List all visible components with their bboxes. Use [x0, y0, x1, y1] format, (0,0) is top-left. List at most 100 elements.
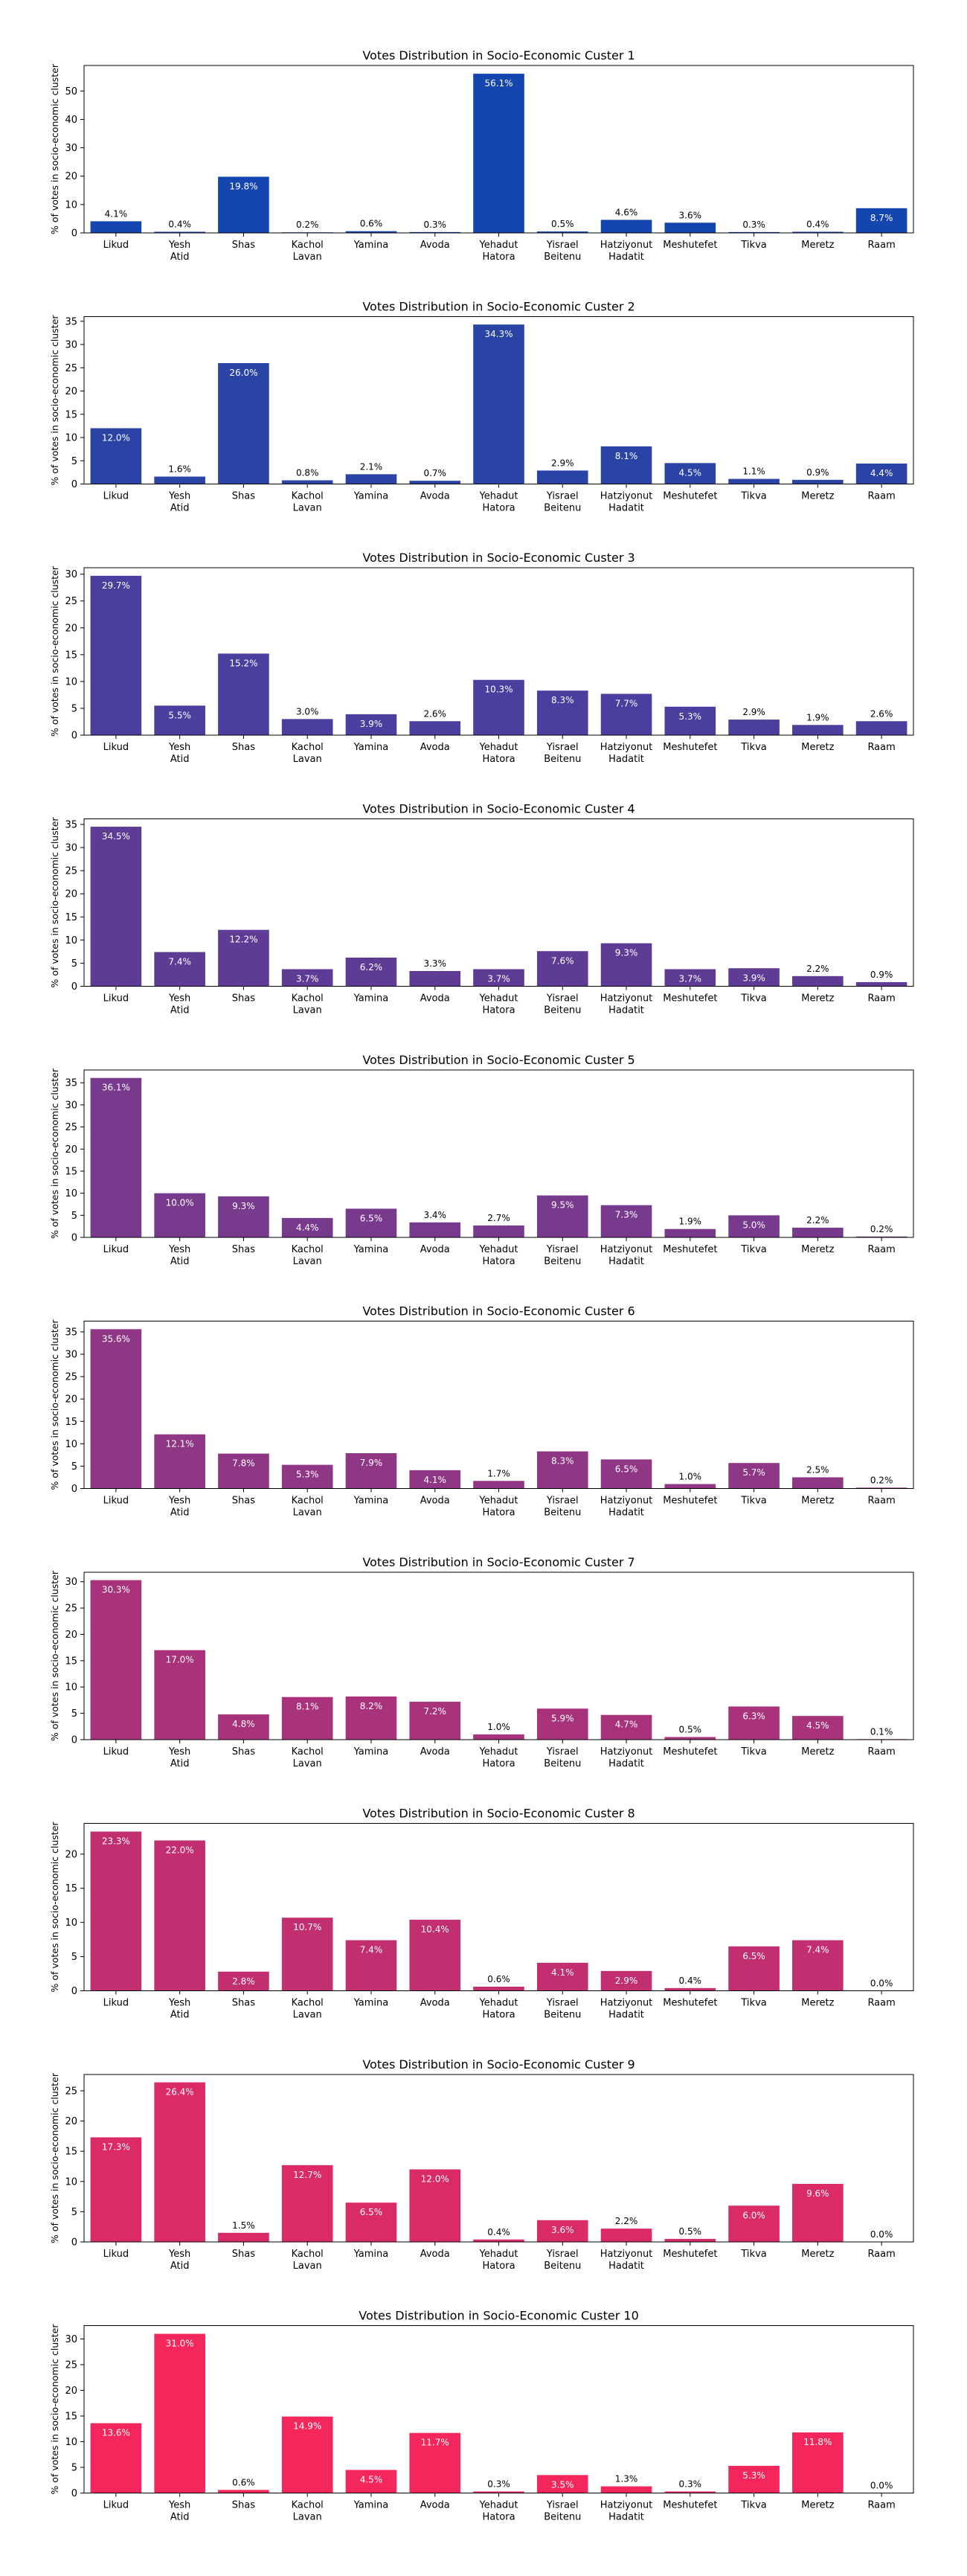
data-label: 0.0%: [870, 1979, 893, 1989]
x-tick-label: Shas: [232, 1496, 255, 1507]
data-label: 1.0%: [487, 1722, 510, 1732]
data-label: 0.1%: [870, 1726, 893, 1737]
y-tick-label: 5: [71, 1952, 77, 1963]
y-tick-label: 15: [65, 1656, 77, 1667]
x-tick-label: Meretz: [801, 1746, 834, 1758]
chart-title: Votes Distribution in Socio-Economic Cus…: [362, 551, 635, 565]
x-tick-label: Hatziyonut Hadatit: [600, 1998, 653, 2021]
y-tick-label: 35: [65, 819, 77, 830]
bar: [154, 476, 205, 484]
y-tick-label: 25: [65, 866, 77, 877]
chart-panel-9: Votes Distribution in Socio-Economic Cus…: [49, 2057, 914, 2272]
data-label: 0.3%: [487, 2479, 510, 2489]
y-axis-label: % of votes in socio-economic cluster: [49, 817, 60, 988]
x-tick-label: Likud: [103, 742, 129, 753]
x-tick-label: Tikva: [740, 2249, 766, 2260]
x-tick-label: Meshutefet: [663, 1496, 717, 1507]
x-tick-label: Kachol Lavan: [292, 491, 324, 514]
x-tick-label: Kachol Lavan: [292, 1746, 324, 1769]
data-label: 0.6%: [232, 2477, 255, 2487]
x-tick-label: Raam: [867, 1244, 895, 1255]
data-label: 3.6%: [679, 210, 702, 220]
x-tick-label: Yisrael Beitenu: [544, 2249, 581, 2272]
data-label: 8.3%: [551, 1456, 574, 1467]
data-label: 2.5%: [806, 1464, 829, 1475]
bar: [600, 693, 652, 735]
x-tick-label: Raam: [867, 993, 895, 1005]
bar: [345, 2470, 397, 2493]
x-tick-label: Yamina: [353, 240, 389, 251]
bar: [409, 970, 461, 987]
x-tick-label: Raam: [867, 240, 895, 251]
x-tick-label: Yamina: [353, 1998, 389, 2009]
bar: [218, 1971, 269, 1991]
x-tick-label: Meshutefet: [663, 1998, 717, 2009]
bar: [792, 1940, 844, 1991]
y-tick-label: 5: [71, 958, 77, 970]
data-label: 7.4%: [360, 1945, 383, 1955]
x-tick-label: Yamina: [353, 1244, 389, 1255]
x-tick-label: Meretz: [801, 1244, 834, 1255]
data-label: 34.3%: [484, 329, 513, 339]
chart-panel-7: Votes Distribution in Socio-Economic Cus…: [49, 1555, 914, 1769]
bar: [473, 679, 524, 735]
bar: [409, 721, 461, 735]
data-label: 36.1%: [102, 1083, 130, 1093]
data-label: 4.1%: [105, 208, 128, 219]
x-tick-label: Hatziyonut Hadatit: [600, 1496, 653, 1519]
y-tick-label: 0: [71, 1986, 77, 1997]
x-tick-label: Yamina: [353, 993, 389, 1005]
data-label: 4.8%: [232, 1719, 255, 1729]
bar: [218, 1453, 269, 1489]
x-tick-label: Hatziyonut Hadatit: [600, 491, 653, 514]
x-tick-label: Likud: [103, 1998, 129, 2009]
data-label: 14.9%: [293, 2421, 321, 2432]
data-label: 29.7%: [102, 580, 130, 591]
y-tick-label: 35: [65, 316, 77, 327]
x-tick-label: Tikva: [740, 1746, 766, 1758]
data-label: 3.3%: [423, 958, 446, 969]
data-label: 0.2%: [870, 1224, 893, 1234]
x-tick-label: Yesh Atid: [168, 2249, 190, 2272]
x-tick-label: Yisrael Beitenu: [544, 491, 581, 514]
x-tick-label: Yesh Atid: [168, 2500, 190, 2523]
bar: [600, 1714, 652, 1740]
bar: [473, 1986, 524, 1991]
x-tick-label: Yehadut Hatora: [478, 240, 518, 263]
bar: [281, 1464, 333, 1489]
data-label: 2.6%: [423, 708, 446, 719]
bar: [281, 2416, 333, 2493]
data-label: 2.1%: [360, 461, 383, 472]
bar: [600, 2229, 652, 2242]
data-label: 34.5%: [102, 831, 130, 842]
plot-frame: [83, 1069, 914, 1238]
bar: [345, 1696, 397, 1740]
bar: [664, 1987, 716, 1991]
bar: [473, 1734, 524, 1740]
x-tick-label: Shas: [232, 240, 255, 251]
chart-panel-5: Votes Distribution in Socio-Economic Cus…: [49, 1053, 914, 1267]
x-tick-label: Raam: [867, 1746, 895, 1758]
data-label: 26.0%: [229, 368, 257, 378]
data-label: 9.5%: [551, 1200, 574, 1211]
data-label: 2.6%: [870, 708, 893, 719]
bar: [728, 478, 780, 484]
y-tick-label: 0: [71, 731, 77, 742]
data-label: 5.3%: [296, 1470, 319, 1480]
x-tick-label: Shas: [232, 1998, 255, 2009]
bar: [664, 463, 716, 484]
x-tick-label: Tikva: [740, 1998, 766, 2009]
data-label: 1.9%: [679, 1217, 702, 1227]
y-tick-label: 20: [65, 2386, 77, 2397]
bar: [728, 968, 780, 987]
data-label: 4.1%: [423, 1475, 446, 1485]
bar: [473, 2239, 524, 2242]
bar: [792, 1477, 844, 1489]
bar: [154, 1840, 205, 1991]
y-tick-label: 15: [65, 650, 77, 661]
bar: [536, 231, 588, 233]
bar: [218, 1714, 269, 1740]
bar: [90, 575, 142, 735]
data-label: 7.2%: [423, 1706, 446, 1717]
bar: [90, 1831, 142, 1991]
